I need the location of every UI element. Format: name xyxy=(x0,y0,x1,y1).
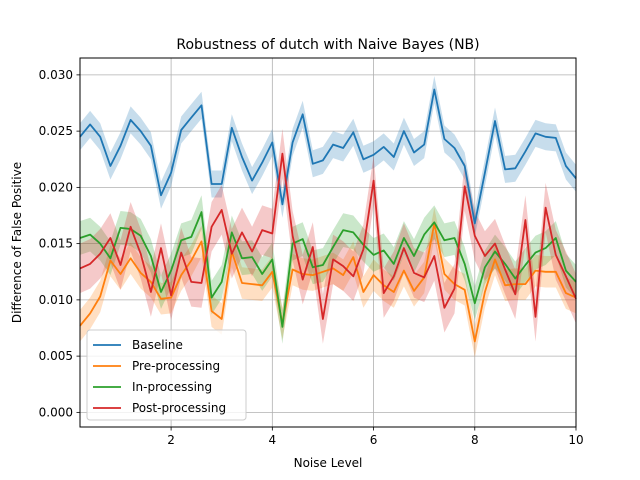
x-tick-label: 6 xyxy=(370,433,378,447)
y-tick-label: 0.010 xyxy=(39,293,73,307)
axis-ticks: 2 4 6 8 10 0.000 0.005 0.010 0.015 0.020 0.025 0.03… xyxy=(39,68,584,447)
series-band-1 xyxy=(80,207,576,358)
legend-label: In-processing xyxy=(132,380,212,394)
chart-title: Robustness of dutch with Naive Bayes (NB… xyxy=(176,37,479,53)
y-tick-label: 0.015 xyxy=(39,237,73,251)
y-tick-label: 0.030 xyxy=(39,68,73,82)
x-axis-label: Noise Level xyxy=(294,456,363,470)
series-line-3 xyxy=(79,152,577,320)
x-tick-label: 8 xyxy=(471,433,479,447)
x-tick-label: 4 xyxy=(269,433,277,447)
y-tick-label: 0.025 xyxy=(39,124,73,138)
series-band-3 xyxy=(80,128,576,344)
series-lines xyxy=(79,88,577,343)
y-tick-label: 0.020 xyxy=(39,180,73,194)
series-line-2 xyxy=(79,211,577,328)
series-band-0 xyxy=(80,76,576,237)
legend-label: Pre-processing xyxy=(132,359,220,373)
legend-label: Baseline xyxy=(132,338,183,352)
y-axis-label: Difference of False Positive xyxy=(10,162,24,323)
y-tick-label: 0.005 xyxy=(39,349,73,363)
y-tick-label: 0.000 xyxy=(39,405,73,419)
series-line-1 xyxy=(79,222,577,343)
plot-frame xyxy=(79,57,577,428)
legend: Baseline Pre-processing In-processing Post-… xyxy=(86,329,247,421)
x-tick-label: 2 xyxy=(167,433,175,447)
legend-box xyxy=(86,329,247,421)
series-line-0 xyxy=(79,88,577,225)
x-tick-label: 10 xyxy=(568,433,583,447)
legend-label: Post-processing xyxy=(132,401,226,415)
